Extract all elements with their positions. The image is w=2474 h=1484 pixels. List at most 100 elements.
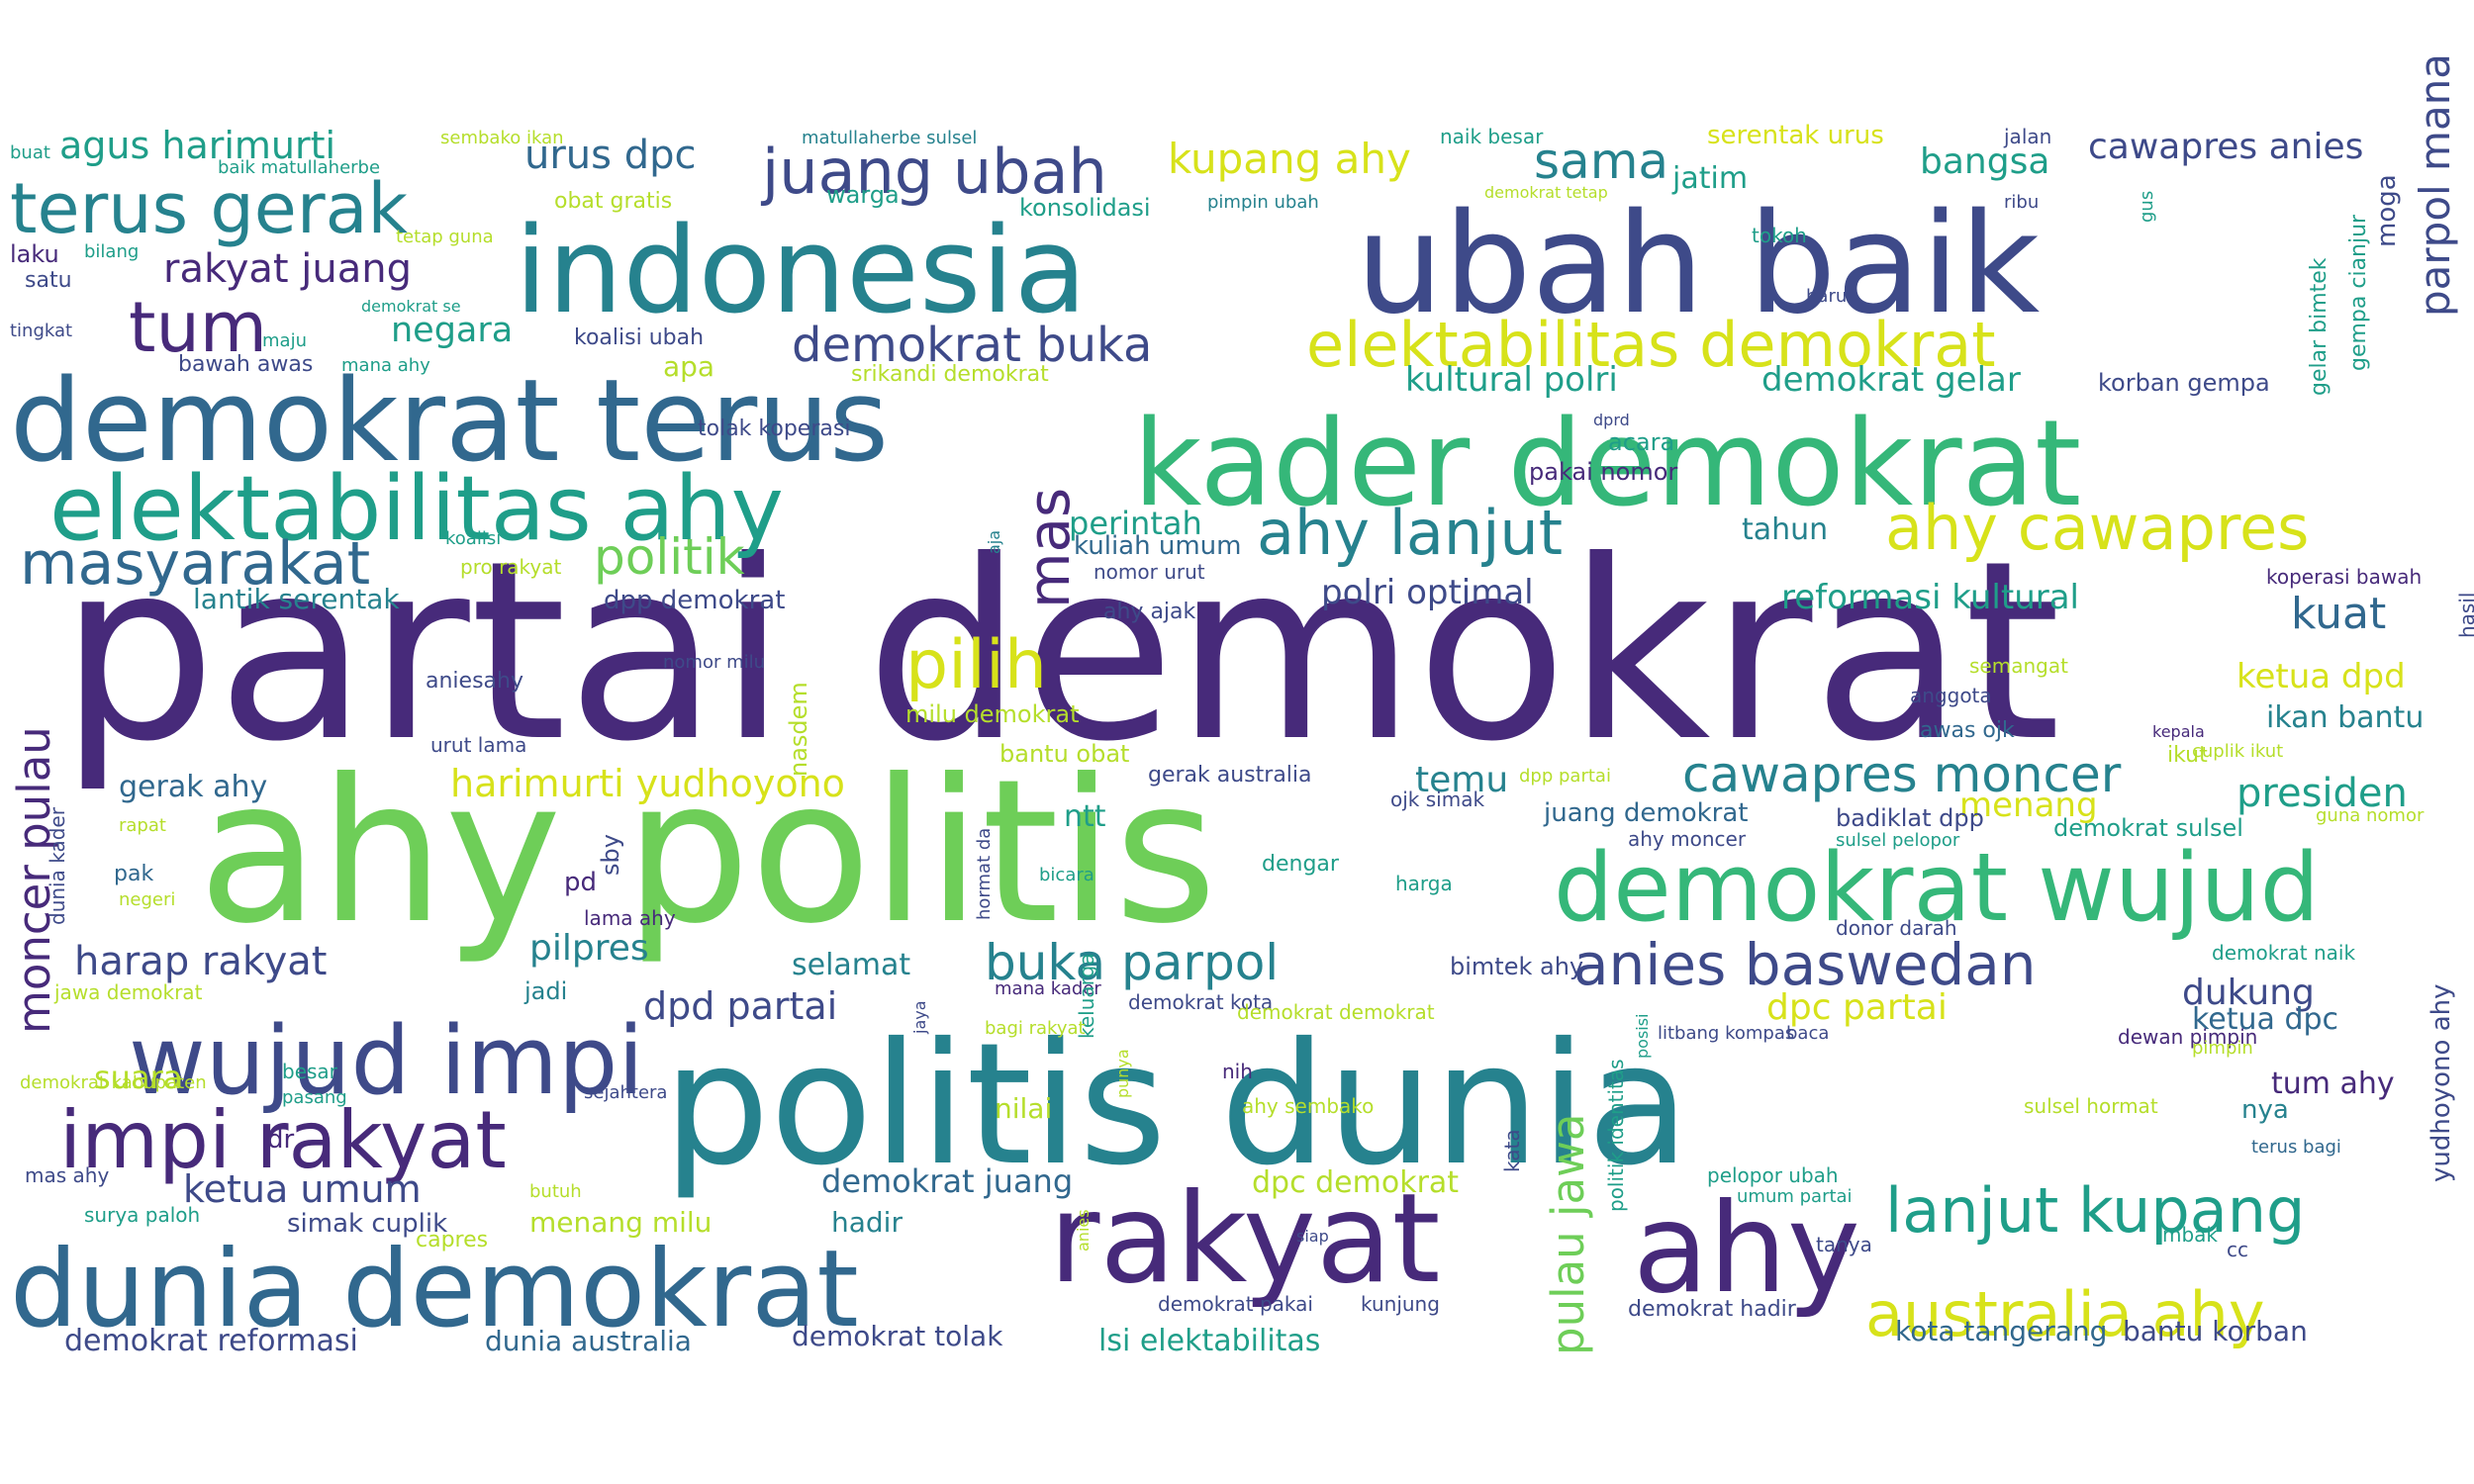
word-mas: mas [1015,488,1083,608]
word-dpp-partai: dpp partai [1519,766,1611,787]
word-dunia-australia: dunia australia [485,1325,692,1357]
word-demokrat-naik: demokrat naik [2212,941,2355,965]
word-impi-rakyat: impi rakyat [59,1094,507,1186]
word-gempa-cianjur: gempa cianjur [2346,214,2371,371]
word-moga: moga [2372,174,2402,247]
word-harap-rakyat: harap rakyat [74,939,328,984]
word-nomor-urut: nomor urut [1094,560,1205,584]
word-pd: pd [564,868,597,897]
word-tetap-guna: tetap guna [396,227,494,247]
word-gelar-bimtek: gelar bimtek [2307,257,2331,396]
word-politik: politik [594,528,745,586]
word-buka-parpol: buka parpol [985,934,1279,991]
word-lsi-elektabilitas: lsi elektabilitas [1098,1324,1320,1358]
word-politik-identitas: politik identitas [1604,1059,1628,1212]
word-nomor-milu: nomor milu [663,652,765,673]
word-semangat: semangat [1969,654,2068,678]
word-selamat: selamat [792,948,910,982]
word-demokrat-juang: demokrat juang [821,1162,1073,1200]
word-laku: laku [10,240,59,268]
word-jaya: jaya [910,1000,929,1035]
word-nih: nih [1222,1060,1253,1083]
word-ikut: ikut [2167,743,2208,768]
word-ahy-politis: ahy politis [198,737,1217,968]
word-rakyat-juang: rakyat juang [163,246,412,292]
word-siap: siap [1296,1227,1329,1246]
word-mbak: mbak [2162,1223,2218,1247]
word-demokrat-reformasi: demokrat reformasi [64,1324,358,1358]
word-ahy-lanjut: ahy lanjut [1257,497,1563,569]
word-simak-cuplik: simak cuplik [287,1209,447,1239]
word-gus: gus [2137,191,2157,223]
word-sby: sby [597,834,624,876]
word-masyarakat: masyarakat [20,529,370,599]
word-dunia-demokrat: dunia demokrat [10,1228,859,1351]
word-pimpin-ubah: pimpin ubah [1207,192,1319,213]
word-cc: cc [2227,1238,2248,1261]
word-partai-demokrat: partai demokrat [59,508,2061,795]
word-politis-dunia: politis dunia [663,1007,1690,1203]
word-temu: temu [1415,760,1508,800]
word-negeri: negeri [119,889,175,910]
word-ubah-baik: ubah baik [1356,184,2040,345]
word-bantu-korban: bantu korban [2123,1315,2308,1347]
word-tanya: tanya [1816,1233,1872,1256]
word-demokrat-kota: demokrat kota [1128,990,1273,1014]
word-kata: kata [1500,1129,1524,1172]
word-ikan-bantu: ikan bantu [2266,700,2424,735]
word-baru: baru [1806,286,1847,307]
word-demokrat-tolak: demokrat tolak [792,1320,1003,1352]
word-ahy-ajak: ahy ajak [1103,600,1196,624]
word-sulsel-hormat: sulsel hormat [2024,1094,2158,1118]
word-satu: satu [25,268,72,293]
word-pakai-nomor: pakai nomor [1529,458,1677,486]
word-posisi: posisi [1633,1013,1652,1059]
word-donor-darah: donor darah [1836,916,1957,940]
word-obat-gratis: obat gratis [554,189,672,214]
word-reformasi-kultural: reformasi kultural [1781,578,2079,617]
word-lantik-serentak: lantik serentak [193,583,400,615]
word-kota-tangerang: kota tangerang [1895,1315,2107,1347]
word-jalan: jalan [2003,125,2051,148]
word-urus-dpc: urus dpc [524,133,696,178]
word-konsolidasi: konsolidasi [1019,194,1151,222]
word-rapat: rapat [119,815,166,836]
word-demokrat-gelar: demokrat gelar [1761,360,2021,400]
word-bimtek-ahy: bimtek ahy [1450,953,1583,980]
word-badiklat-dpp: badiklat dpp [1836,804,1984,832]
word-ketua-dpc: ketua dpc [2192,1002,2338,1037]
word-gerak-australia: gerak australia [1148,763,1312,788]
word-rakyat: rakyat [1049,1167,1441,1311]
word-ahy-sembako: ahy sembako [1242,1094,1374,1118]
word-awas-ojk: awas ojk [1920,718,2015,743]
word-bagi-rakyat: bagi rakyat [985,1018,1086,1039]
word-dpp-demokrat: dpp demokrat [604,586,785,615]
word-dpc-partai: dpc partai [1766,987,1948,1028]
word-cuplik-ikut: cuplik ikut [2192,741,2283,762]
word-dpd-partai: dpd partai [643,984,837,1028]
word-demokrat-wujud: demokrat wujud [1554,834,2320,943]
word-korban-gempa: korban gempa [2098,369,2270,397]
word-tahun: tahun [1742,512,1828,547]
word-agus-harimurti: agus harimurti [59,124,335,167]
word-ntt: ntt [1064,799,1106,834]
word-tokoh: tokoh [1752,224,1807,247]
word-anies: anies [1074,1209,1093,1252]
word-punya: punya [1113,1049,1132,1098]
word-kuliah-umum: kuliah umum [1074,531,1241,561]
word-kader-demokrat: kader demokrat [1133,396,2081,533]
word-maju: maju [262,330,307,351]
word-lanjut-kupang: lanjut kupang [1885,1174,2305,1247]
word-sejahtera: sejahtera [584,1082,667,1103]
word-demokrat-sulsel: demokrat sulsel [2053,814,2243,842]
word-perintah: perintah [1069,505,1202,542]
word-dprd: dprd [1593,411,1630,429]
word-urut-lama: urut lama [430,733,526,757]
word-jawa-demokrat: jawa demokrat [53,980,203,1004]
word-keluarga: keluarga [1075,954,1098,1039]
word-ketua-umum: ketua umum [183,1167,422,1211]
word-milu-demokrat: milu demokrat [905,700,1080,728]
word-acara: acara [1608,428,1674,456]
word-anies-baswedan: anies baswedan [1573,931,2037,998]
word-pro-rakyat: pro rakyat [460,555,562,579]
